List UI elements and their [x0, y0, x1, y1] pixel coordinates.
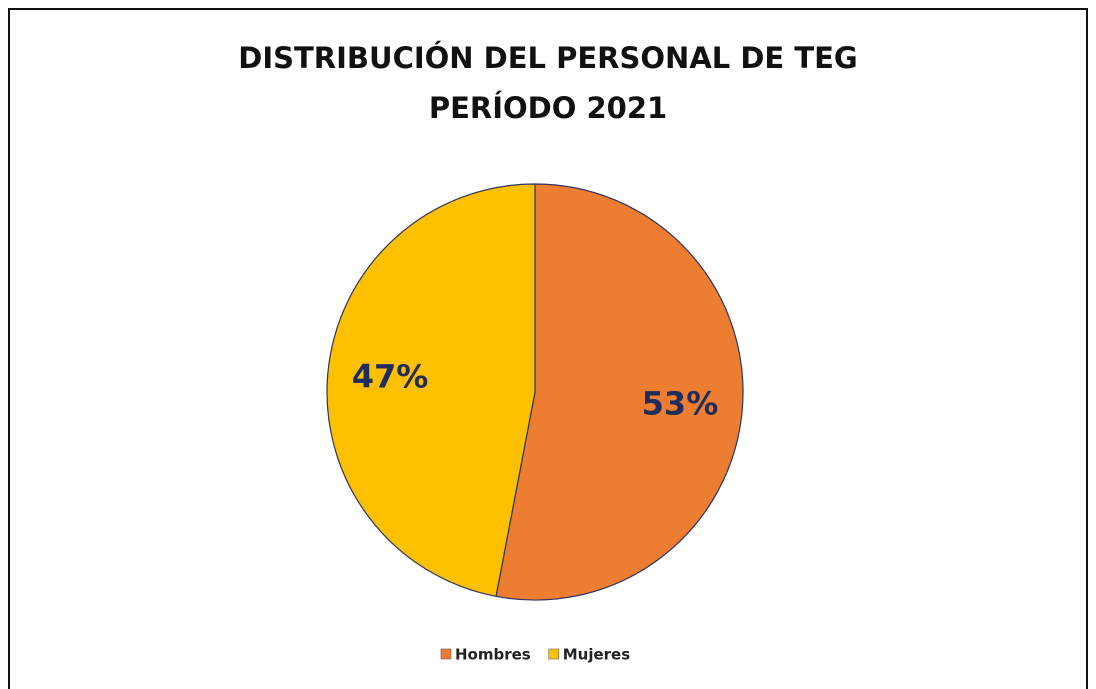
legend-label: Mujeres [563, 646, 630, 664]
data-label: 47% [352, 357, 429, 395]
legend-swatch [548, 648, 559, 660]
chart-subtitle: PERÍODO 2021 [429, 91, 667, 125]
chart-title: DISTRIBUCIÓN DEL PERSONAL DE TEG [238, 41, 857, 75]
data-label: 53% [642, 385, 719, 423]
pie-slice [326, 183, 536, 598]
chart-frame [8, 8, 1088, 689]
legend-swatch [440, 648, 452, 660]
pie-slice [495, 183, 744, 601]
legend-label: Hombres [455, 646, 531, 664]
